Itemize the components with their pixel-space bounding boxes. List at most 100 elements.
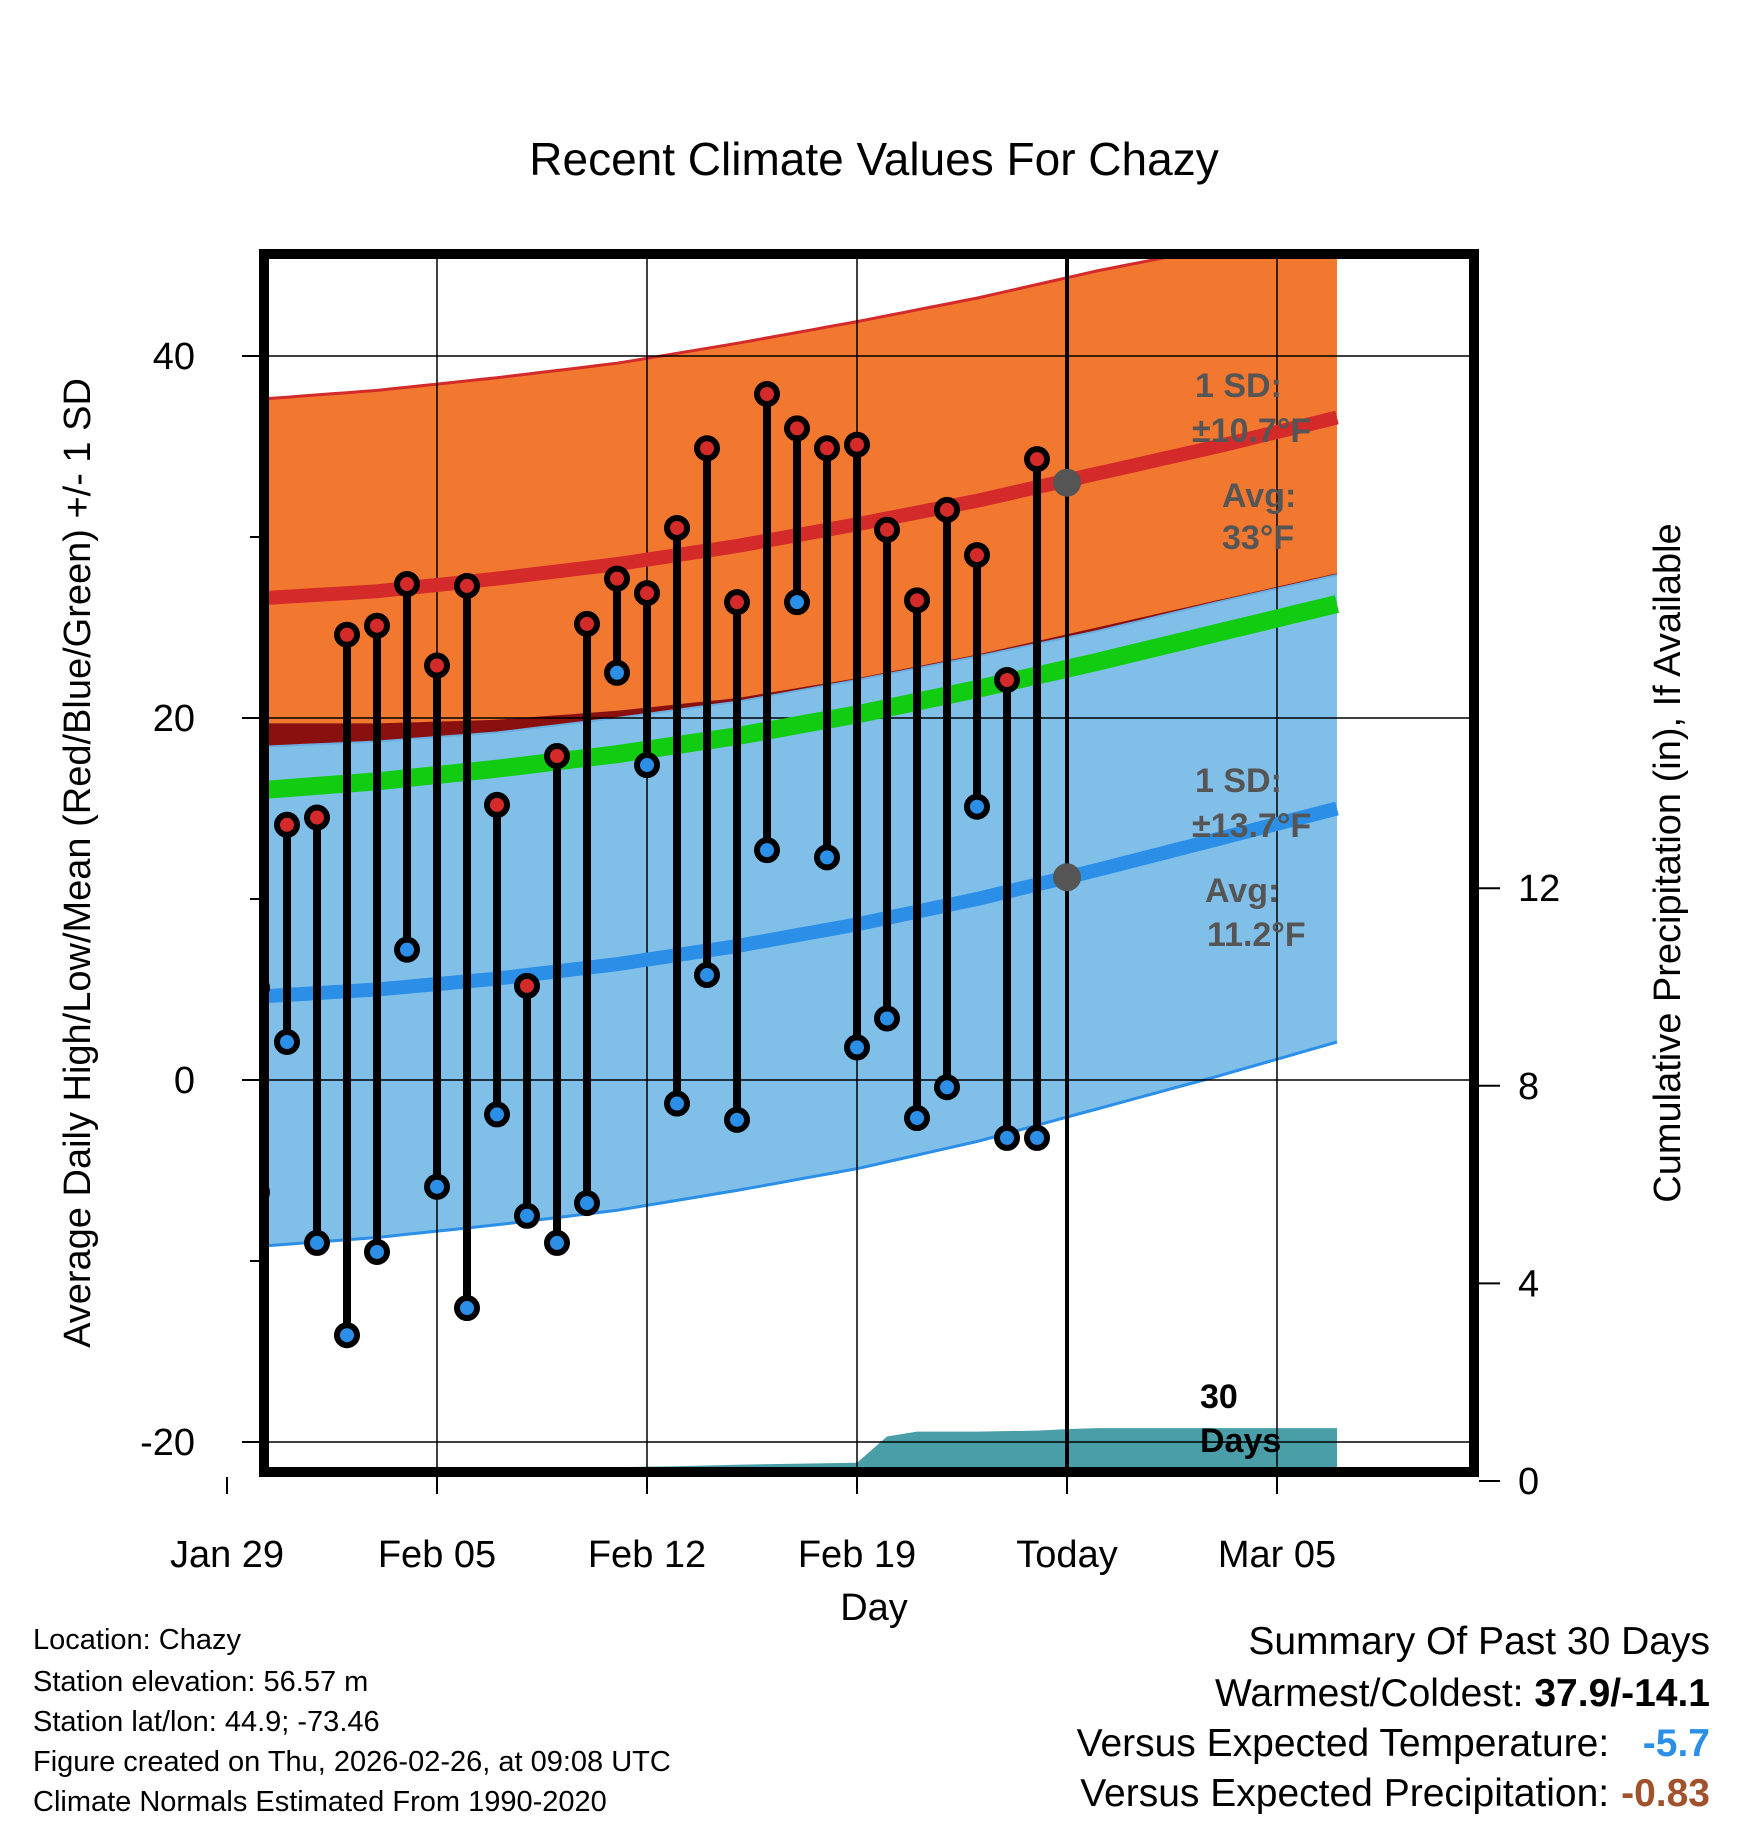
daily-high-point xyxy=(784,415,810,442)
daily-high-point xyxy=(424,652,450,679)
daily-high-point xyxy=(754,381,780,408)
summary-warmest-value: 37.9/-14.1 xyxy=(1534,1672,1710,1715)
summary-precip-label: Versus Expected Precipitation: xyxy=(1080,1772,1610,1815)
low-avg-value: 11.2°F xyxy=(1207,916,1306,954)
high-sd-upper-edge xyxy=(264,254,1192,401)
daily-high-point xyxy=(814,435,840,462)
y2-tick-label: 0 xyxy=(1518,1461,1539,1503)
daily-high-point xyxy=(964,542,990,569)
high-normal-line xyxy=(264,410,1339,606)
y-tick-label: 40 xyxy=(153,336,195,378)
low-avg-label: Avg: xyxy=(1205,872,1279,910)
summary-title: Summary Of Past 30 Days xyxy=(1248,1620,1710,1663)
daily-high-point xyxy=(934,496,960,523)
low-sd-value: ±13.7°F xyxy=(1192,807,1311,845)
x-tick-label: Today xyxy=(1016,1534,1117,1576)
daily-low-point xyxy=(574,1190,600,1217)
today-low-avg-dot xyxy=(1053,863,1081,892)
summary-warmest: Warmest/Coldest: 37.9/-14.1 xyxy=(1215,1672,1710,1716)
high-sd-label: 1 SD: xyxy=(1195,367,1282,405)
x-axis-label: Day xyxy=(840,1587,908,1629)
daily-low-point xyxy=(994,1124,1020,1151)
daily-low-point xyxy=(964,793,990,820)
daily-low-point xyxy=(904,1105,930,1132)
low-sd-label: 1 SD: xyxy=(1195,762,1282,800)
daily-high-point xyxy=(574,610,600,637)
annotations: 1 SD: ±10.7°F Avg: 33°F 1 SD: ±13.7°F Avg: 11.2… xyxy=(1053,367,1311,1460)
x-tick-label: Feb 19 xyxy=(798,1534,916,1576)
daily-high-point xyxy=(634,580,660,607)
daily-low-point xyxy=(634,752,660,779)
y2-tick-label: 4 xyxy=(1518,1263,1539,1305)
summary-temp-label: Versus Expected Temperature: xyxy=(1076,1722,1610,1765)
x-tick-label: Feb 05 xyxy=(378,1534,496,1576)
daily-high-point xyxy=(604,565,630,592)
today-days-label: 30 Days xyxy=(1200,1378,1281,1460)
overlap-band xyxy=(264,573,1337,747)
chart-title: Recent Climate Values For Chazy xyxy=(529,133,1218,185)
x-tick-label: Jan 29 xyxy=(170,1534,284,1576)
daily-high-point xyxy=(514,972,540,999)
daily-high-point xyxy=(394,571,420,598)
daily-low-point xyxy=(844,1034,870,1061)
daily-high-point xyxy=(454,572,480,599)
daily-low-point xyxy=(874,1005,900,1032)
y-tick-label: 20 xyxy=(153,698,195,740)
info-created: Figure created on Thu, 2026-02-26, at 09… xyxy=(33,1746,671,1778)
plot-frame xyxy=(259,249,1479,1477)
daily-low-point xyxy=(1024,1124,1050,1151)
info-location: Location: Chazy xyxy=(33,1624,241,1656)
summary-temp-value: -5.7 xyxy=(1642,1722,1710,1765)
info-elevation: Station elevation: 56.57 m xyxy=(33,1666,369,1698)
y2-tick-label: 8 xyxy=(1518,1066,1539,1108)
daily-low-point xyxy=(187,1300,207,1320)
daily-low-point xyxy=(784,589,810,616)
high-avg-value: 33°F xyxy=(1222,519,1294,557)
daily-low-point xyxy=(217,1325,237,1345)
daily-high-point xyxy=(157,786,177,806)
summary-precip: Versus Expected Precipitation: -0.83 xyxy=(1080,1772,1710,1816)
daily-low-point xyxy=(604,659,630,686)
daily-low-point xyxy=(364,1238,390,1265)
daily-low-point xyxy=(334,1322,360,1349)
daily-low-point xyxy=(514,1202,540,1229)
daily-high-point xyxy=(904,587,930,614)
y-tick-label: -20 xyxy=(140,1422,195,1464)
daily-high-point xyxy=(304,804,330,831)
high-sd-value: ±10.7°F xyxy=(1192,412,1311,450)
high-avg-label: Avg: xyxy=(1222,477,1296,515)
daily-low-point xyxy=(484,1101,510,1128)
info-normals: Climate Normals Estimated From 1990-2020 xyxy=(33,1786,607,1818)
daily-high-point xyxy=(994,666,1020,693)
y-axis-label: Average Daily High/Low/Mean (Red/Blue/Gr… xyxy=(57,378,99,1348)
daily-low-point xyxy=(424,1173,450,1200)
daily-high-point xyxy=(484,791,510,818)
summary-temp: Versus Expected Temperature: -5.7 xyxy=(1077,1722,1710,1766)
y2-tick-label: 12 xyxy=(1518,868,1560,910)
daily-high-point xyxy=(694,435,720,462)
daily-high-point xyxy=(874,516,900,543)
x-tick-label: Feb 12 xyxy=(588,1534,706,1576)
daily-low-point xyxy=(544,1229,570,1256)
daily-high-point xyxy=(844,431,870,458)
daily-low-point xyxy=(157,1275,177,1295)
daily-low-point xyxy=(274,1028,300,1055)
x-tick-label: Mar 05 xyxy=(1218,1534,1336,1576)
daily-low-point xyxy=(754,837,780,864)
daily-high-point xyxy=(724,589,750,616)
precipitation-area xyxy=(578,1428,1337,1472)
daily-high-point xyxy=(334,621,360,648)
daily-low-point xyxy=(724,1106,750,1133)
daily-low-point xyxy=(694,962,720,989)
summary-precip-value: -0.83 xyxy=(1621,1772,1710,1815)
daily-low-point xyxy=(394,936,420,963)
y2-axis-label: Cumulative Precipitation (in), If Availa… xyxy=(1647,523,1689,1202)
summary-warmest-label: Warmest/Coldest: xyxy=(1215,1672,1524,1715)
daily-high-point xyxy=(364,612,390,639)
today-high-avg-dot xyxy=(1053,468,1081,497)
daily-high-point xyxy=(274,811,300,838)
daily-high-point xyxy=(217,779,237,799)
daily-low-point xyxy=(934,1074,960,1101)
daily-sticks xyxy=(157,381,1050,1349)
y-tick-label: 0 xyxy=(174,1060,195,1102)
